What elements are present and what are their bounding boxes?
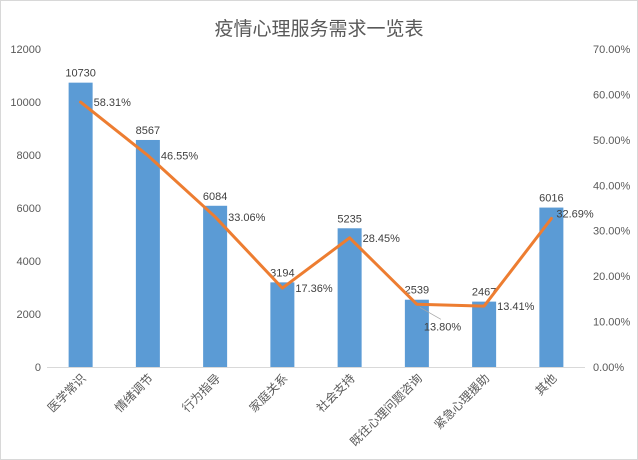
line-percent-label: 13.41% [497, 301, 535, 313]
left-axis-tick-label: 2000 [17, 309, 41, 321]
right-axis-tick-label: 70.00% [593, 44, 631, 56]
bar [539, 207, 564, 367]
bar [68, 82, 93, 367]
line-percent-label: 33.06% [228, 212, 266, 224]
x-axis-category-label: 其他 [533, 371, 560, 398]
bar-value-label: 2539 [405, 285, 429, 297]
bar-value-label: 3194 [270, 267, 294, 279]
x-axis-category-label: 紧急心理援助 [431, 371, 493, 433]
left-axis-tick-label: 6000 [17, 203, 41, 215]
bar-value-label: 6084 [203, 191, 227, 203]
x-axis-category-label: 行为指导 [179, 371, 224, 416]
line-percent-label: 58.31% [94, 97, 132, 109]
data-label-leader-line [419, 306, 442, 320]
right-axis-tick-label: 20.00% [593, 271, 631, 283]
bar [337, 228, 362, 367]
bar [404, 299, 429, 367]
right-axis-tick-label: 10.00% [593, 317, 631, 329]
bar [472, 301, 497, 367]
right-axis-tick-label: 50.00% [593, 135, 631, 147]
right-axis-tick-label: 30.00% [593, 226, 631, 238]
x-axis-category-label: 既往心理问题咨询 [346, 371, 424, 449]
left-axis-tick-label: 4000 [17, 256, 41, 268]
bar [203, 205, 228, 367]
line-percent-label: 28.45% [363, 233, 401, 245]
left-axis-tick-label: 8000 [17, 150, 41, 162]
left-axis-tick-label: 0 [35, 362, 41, 374]
line-percent-label: 13.80% [424, 321, 462, 333]
x-axis-category-label: 家庭关系 [246, 371, 291, 416]
left-axis-tick-label: 10000 [10, 97, 41, 109]
bar-value-label: 6016 [539, 193, 563, 205]
x-axis-category-label: 情绪调节 [112, 371, 156, 415]
bar-value-label: 2467 [472, 287, 496, 299]
chart-title: 疫情心理服务需求一览表 [214, 19, 424, 40]
line-percent-label: 32.69% [556, 208, 594, 220]
bar [135, 139, 160, 367]
bar-value-label: 10730 [65, 68, 96, 80]
bar-value-label: 8567 [136, 125, 160, 137]
bar-value-label: 5235 [337, 213, 361, 225]
right-axis-tick-label: 0.00% [593, 362, 624, 374]
x-axis-category-label: 医学常识 [44, 371, 89, 416]
right-axis-tick-label: 60.00% [593, 89, 631, 101]
x-axis-category-label: 社会支持 [313, 371, 358, 416]
right-axis-tick-label: 40.00% [593, 180, 631, 192]
left-axis-tick-label: 12000 [10, 44, 41, 56]
line-percent-label: 46.55% [161, 151, 199, 163]
line-percent-label: 17.36% [295, 283, 333, 295]
percentage-line [79, 100, 553, 308]
bar [270, 282, 295, 367]
